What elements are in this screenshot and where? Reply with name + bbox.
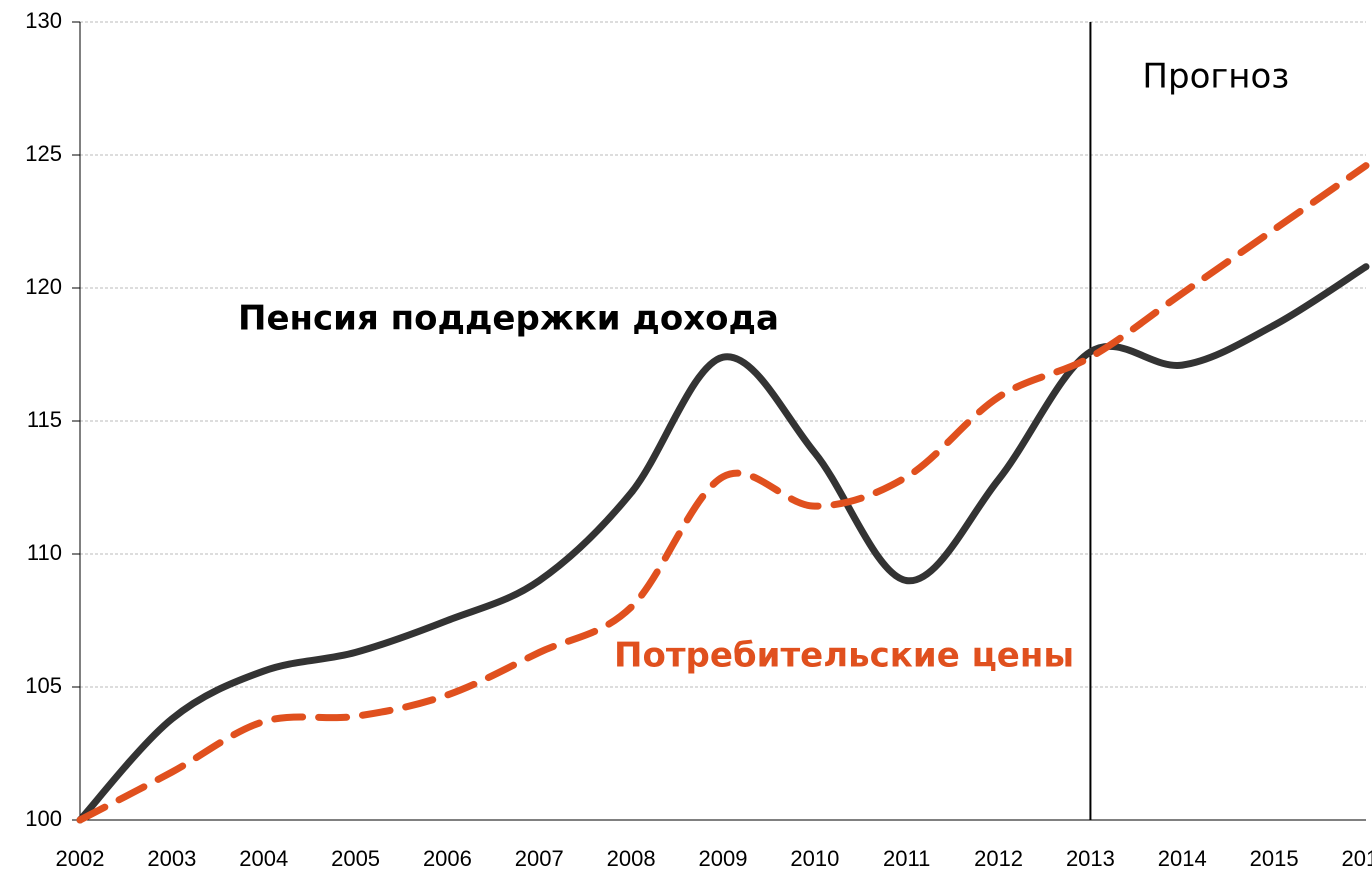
x-tick-label: 2002	[56, 846, 105, 871]
x-tick-label: 2015	[1250, 846, 1299, 871]
x-tick-label: 2009	[699, 846, 748, 871]
y-tick-label: 120	[25, 274, 62, 299]
y-tick-label: 125	[25, 141, 62, 166]
y-tick-label: 100	[25, 806, 62, 831]
x-tick-label: 2007	[515, 846, 564, 871]
x-tick-label: 2003	[147, 846, 196, 871]
x-tick-label: 2006	[423, 846, 472, 871]
y-tick-label: 105	[25, 673, 62, 698]
x-tick-label: 2013	[1066, 846, 1115, 871]
x-tick-label: 2005	[331, 846, 380, 871]
series-label: Потребительские цены	[614, 636, 1074, 676]
y-tick-label: 115	[27, 407, 62, 432]
x-tick-label: 2008	[607, 846, 656, 871]
y-tick-label: 110	[27, 540, 62, 565]
x-tick-label: 2010	[790, 846, 839, 871]
line	[76, 263, 1370, 824]
x-tick-label: 2011	[883, 846, 930, 871]
x-tick-label: 2014	[1158, 846, 1207, 871]
annotation: Прогноз	[1142, 57, 1289, 97]
line	[76, 162, 1370, 824]
series-label: Пенсия поддержки дохода	[238, 299, 779, 339]
x-tick-label: 2004	[239, 846, 288, 871]
x-tick-label: 2016	[1342, 846, 1372, 871]
x-tick-label: 2012	[974, 846, 1023, 871]
y-tick-label: 130	[25, 8, 62, 33]
